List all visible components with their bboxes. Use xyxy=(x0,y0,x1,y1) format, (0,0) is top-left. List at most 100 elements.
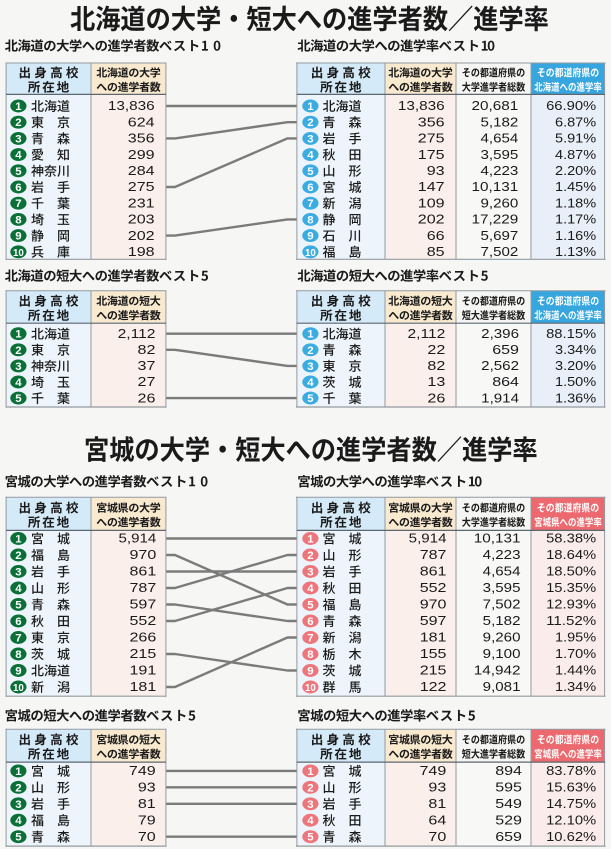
svg-text:7: 7 xyxy=(307,198,313,210)
svg-text:1.95%: 1.95% xyxy=(555,630,596,645)
svg-text:5: 5 xyxy=(307,599,314,611)
svg-text:6.87%: 6.87% xyxy=(555,114,596,129)
svg-text:3: 3 xyxy=(15,133,21,145)
svg-text:10,131: 10,131 xyxy=(472,179,519,194)
svg-text:7,502: 7,502 xyxy=(483,597,521,612)
svg-text:10: 10 xyxy=(13,248,24,259)
svg-text:81: 81 xyxy=(428,796,446,811)
svg-text:26: 26 xyxy=(427,390,445,405)
svg-text:1.45%: 1.45% xyxy=(555,179,596,194)
svg-text:552: 552 xyxy=(420,580,447,595)
svg-text:861: 861 xyxy=(130,564,157,579)
svg-text:13,836: 13,836 xyxy=(108,98,155,113)
svg-text:6: 6 xyxy=(15,616,21,628)
svg-text:122: 122 xyxy=(420,679,447,694)
svg-text:18.64%: 18.64% xyxy=(546,547,596,562)
svg-text:10: 10 xyxy=(305,248,316,259)
svg-text:85: 85 xyxy=(427,244,445,259)
svg-text:37: 37 xyxy=(138,358,156,373)
svg-text:2: 2 xyxy=(307,345,313,357)
svg-text:552: 552 xyxy=(130,613,157,628)
svg-text:6: 6 xyxy=(15,182,21,194)
svg-text:787: 787 xyxy=(420,547,447,562)
svg-text:5,182: 5,182 xyxy=(483,613,521,628)
svg-text:191: 191 xyxy=(130,663,157,678)
svg-text:15.35%: 15.35% xyxy=(546,580,596,595)
svg-text:6: 6 xyxy=(307,182,313,194)
svg-text:12.10%: 12.10% xyxy=(546,812,596,827)
svg-text:9: 9 xyxy=(307,231,313,243)
svg-text:4: 4 xyxy=(15,583,22,595)
svg-text:66.90%: 66.90% xyxy=(546,98,596,113)
svg-text:4.87%: 4.87% xyxy=(555,147,596,162)
svg-text:20,681: 20,681 xyxy=(472,98,519,113)
svg-text:215: 215 xyxy=(420,663,447,678)
svg-text:1: 1 xyxy=(307,101,314,113)
svg-text:5: 5 xyxy=(307,166,314,178)
svg-text:202: 202 xyxy=(128,228,155,243)
svg-text:18.50%: 18.50% xyxy=(546,564,596,579)
svg-text:2,562: 2,562 xyxy=(481,358,519,373)
svg-text:266: 266 xyxy=(130,630,157,645)
svg-text:93: 93 xyxy=(428,780,446,795)
svg-text:2,396: 2,396 xyxy=(481,326,519,341)
svg-text:1: 1 xyxy=(15,766,22,778)
svg-text:181: 181 xyxy=(420,630,447,645)
svg-text:2: 2 xyxy=(307,550,313,562)
svg-text:14,942: 14,942 xyxy=(474,663,521,678)
svg-text:861: 861 xyxy=(420,564,447,579)
svg-text:5: 5 xyxy=(15,393,22,405)
svg-text:4,654: 4,654 xyxy=(483,564,521,579)
svg-text:3: 3 xyxy=(307,566,313,578)
svg-text:5: 5 xyxy=(15,832,22,844)
svg-text:2: 2 xyxy=(15,782,21,794)
svg-text:7: 7 xyxy=(307,632,313,644)
svg-text:8: 8 xyxy=(307,649,313,661)
svg-text:5,914: 5,914 xyxy=(409,531,447,546)
svg-text:10,131: 10,131 xyxy=(474,531,521,546)
svg-text:202: 202 xyxy=(418,212,445,227)
svg-text:231: 231 xyxy=(128,195,155,210)
svg-text:93: 93 xyxy=(427,163,445,178)
svg-text:9: 9 xyxy=(15,665,21,677)
svg-text:5: 5 xyxy=(307,832,314,844)
svg-text:10: 10 xyxy=(305,683,316,694)
svg-text:787: 787 xyxy=(130,580,157,595)
svg-text:4: 4 xyxy=(15,150,22,162)
svg-text:5,182: 5,182 xyxy=(480,114,518,129)
svg-text:93: 93 xyxy=(138,780,156,795)
svg-text:2: 2 xyxy=(15,117,21,129)
svg-text:3,595: 3,595 xyxy=(483,580,521,595)
svg-text:3: 3 xyxy=(15,566,21,578)
svg-text:4: 4 xyxy=(307,150,314,162)
svg-text:1: 1 xyxy=(307,766,314,778)
svg-text:10: 10 xyxy=(13,683,24,694)
svg-text:2: 2 xyxy=(15,345,21,357)
svg-text:1.18%: 1.18% xyxy=(555,195,596,210)
svg-text:64: 64 xyxy=(428,812,446,827)
svg-text:1: 1 xyxy=(307,329,314,341)
svg-text:597: 597 xyxy=(420,613,447,628)
svg-text:79: 79 xyxy=(138,812,156,827)
svg-text:595: 595 xyxy=(495,780,522,795)
svg-text:5,697: 5,697 xyxy=(480,228,518,243)
svg-text:3.34%: 3.34% xyxy=(555,342,596,357)
svg-text:175: 175 xyxy=(418,147,445,162)
svg-text:1,914: 1,914 xyxy=(481,390,519,405)
svg-text:1.34%: 1.34% xyxy=(555,679,596,694)
svg-text:14.75%: 14.75% xyxy=(546,796,596,811)
svg-text:299: 299 xyxy=(128,147,155,162)
svg-text:13,836: 13,836 xyxy=(398,98,445,113)
svg-text:5: 5 xyxy=(15,166,22,178)
svg-text:356: 356 xyxy=(128,131,155,146)
svg-text:1: 1 xyxy=(307,533,314,545)
svg-text:3: 3 xyxy=(307,133,313,145)
svg-text:529: 529 xyxy=(495,812,522,827)
svg-text:88.15%: 88.15% xyxy=(546,326,596,341)
svg-text:8: 8 xyxy=(307,214,313,226)
svg-text:5,914: 5,914 xyxy=(118,531,156,546)
svg-text:4,223: 4,223 xyxy=(483,547,521,562)
svg-text:3,595: 3,595 xyxy=(480,147,518,162)
svg-text:7: 7 xyxy=(15,198,21,210)
svg-text:1.16%: 1.16% xyxy=(555,228,596,243)
